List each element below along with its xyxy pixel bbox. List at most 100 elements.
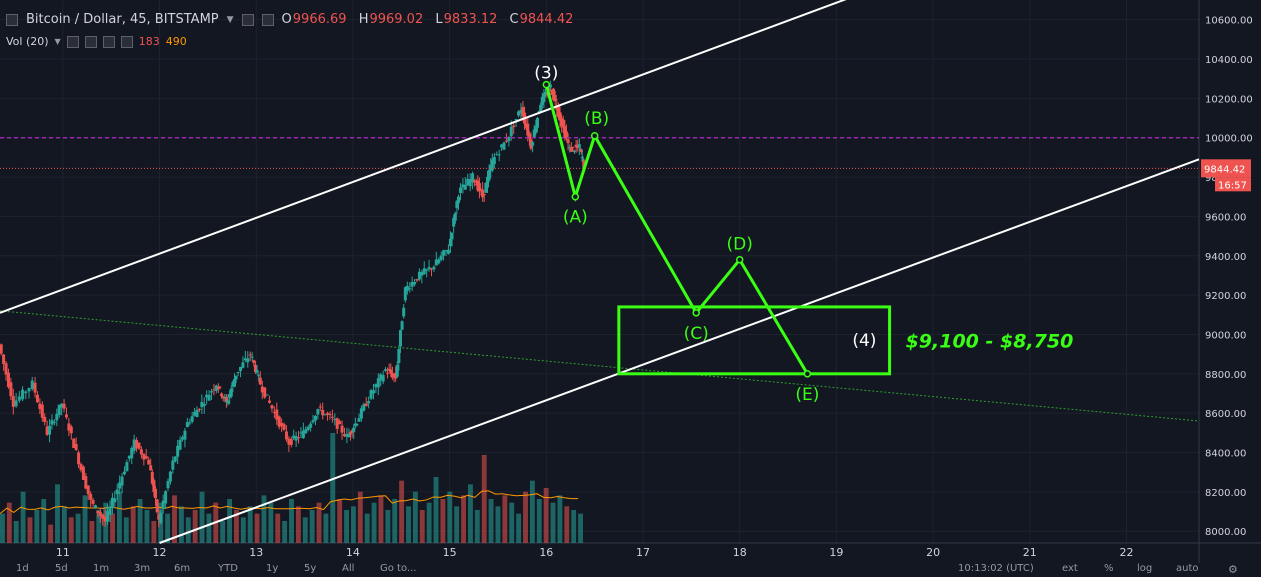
volume-bar	[110, 513, 115, 543]
high-value: 9969.02	[369, 12, 424, 27]
wave-label: (E)	[795, 385, 819, 405]
candle-body	[504, 140, 508, 142]
candle-body	[323, 414, 327, 416]
candle-body	[193, 411, 197, 416]
volume-bar	[103, 502, 109, 543]
chevron-down-icon[interactable]: ▼	[226, 14, 234, 25]
candle-body	[364, 403, 368, 406]
candle-body	[459, 187, 463, 193]
timeframe-ytd[interactable]: YTD	[218, 563, 238, 574]
y-tick-label: 10400.00	[1205, 55, 1253, 66]
candle-body	[48, 425, 52, 435]
option-ext[interactable]: ext	[1062, 563, 1078, 574]
candle-body	[147, 459, 151, 465]
option-log[interactable]: log	[1137, 563, 1153, 574]
candle-body	[374, 384, 378, 388]
candle-body	[40, 404, 44, 418]
candle-body	[527, 133, 531, 140]
volume-bar	[523, 491, 528, 543]
timeframe-1m[interactable]: 1m	[93, 563, 110, 574]
timeframe-5y[interactable]: 5y	[304, 563, 317, 574]
volume-bar	[0, 513, 5, 543]
candle-body	[330, 416, 334, 418]
volume-bar	[27, 517, 33, 543]
wave-point	[803, 370, 812, 378]
chevron-down-icon[interactable]: ▼	[54, 37, 61, 46]
settings-icon[interactable]	[241, 13, 254, 26]
candle-body	[402, 307, 406, 317]
option-percent[interactable]: %	[1104, 563, 1114, 574]
volume-bar	[199, 491, 205, 543]
volume-label[interactable]: Vol (20)	[6, 35, 49, 48]
candle-body	[11, 396, 15, 407]
volume-bar	[20, 491, 26, 543]
x-tick-label: 16	[539, 546, 553, 559]
candle-body	[223, 397, 227, 399]
candle-body	[397, 348, 401, 364]
candle-body	[390, 373, 394, 378]
candle-body	[38, 403, 42, 409]
timeframe-6m[interactable]: 6m	[174, 563, 191, 574]
candle-body	[487, 170, 491, 181]
candle-body	[387, 369, 391, 371]
chart-header: Bitcoin / Dollar, 45, BITSTAMP ▼ O9966.6…	[6, 12, 581, 27]
candle-body	[342, 434, 346, 437]
candle-body	[127, 455, 131, 459]
candle-body	[257, 375, 261, 377]
volume-bar	[192, 510, 198, 543]
volume-bar	[48, 524, 54, 543]
volume-bar	[268, 502, 274, 543]
candle-body	[263, 387, 267, 398]
gear-icon[interactable]	[84, 35, 97, 48]
goto-button[interactable]: Go to...	[380, 563, 417, 574]
volume-bar	[275, 513, 281, 543]
candle-body	[571, 146, 575, 148]
volume-bar	[75, 513, 81, 543]
candle-body	[166, 481, 170, 489]
candle-body	[403, 287, 407, 301]
timeframe-all[interactable]: All	[342, 563, 355, 574]
hide-icon[interactable]	[261, 13, 274, 26]
symbol-title[interactable]: Bitcoin / Dollar, 45, BITSTAMP	[26, 12, 219, 27]
candle-body	[2, 354, 6, 364]
close-icon[interactable]	[120, 35, 133, 48]
candle-body	[284, 431, 288, 440]
candle-body	[326, 413, 330, 415]
candle-body	[561, 119, 565, 128]
timeframe-3m[interactable]: 3m	[134, 563, 151, 574]
candle-body	[386, 372, 390, 374]
candle-body	[108, 506, 112, 515]
candle-body	[236, 371, 240, 373]
candle-body	[531, 142, 535, 146]
x-tick-label: 14	[346, 546, 360, 559]
plus-icon[interactable]	[102, 35, 115, 48]
timeframe-1d[interactable]: 1d	[16, 563, 29, 574]
candle-body	[521, 107, 525, 117]
collapse-icon[interactable]	[6, 13, 18, 26]
candle-body	[434, 259, 438, 266]
gear-icon[interactable]: ⚙	[1228, 563, 1238, 576]
candle-body	[270, 405, 274, 409]
volume-bar	[261, 495, 267, 543]
x-tick-label: 13	[249, 546, 263, 559]
option-auto[interactable]: auto	[1176, 563, 1199, 574]
timeframe-1y[interactable]: 1y	[266, 563, 279, 574]
volume-bar	[172, 495, 177, 543]
candle-body	[197, 408, 201, 410]
timeframe-5d[interactable]: 5d	[55, 563, 68, 574]
y-tick-label: 9200.00	[1205, 291, 1246, 302]
candle-body	[287, 438, 291, 445]
volume-bar	[206, 513, 212, 543]
candle-body	[137, 442, 141, 449]
candle-body	[553, 94, 557, 102]
volume-bar	[323, 513, 329, 543]
y-tick-label: 9600.00	[1205, 212, 1246, 223]
close-value: 9844.42	[519, 12, 574, 27]
volume-bar	[151, 521, 157, 543]
candle-body	[159, 512, 163, 524]
eye-icon[interactable]	[66, 35, 79, 48]
wave-point	[735, 255, 744, 264]
volume-bar	[116, 491, 122, 543]
